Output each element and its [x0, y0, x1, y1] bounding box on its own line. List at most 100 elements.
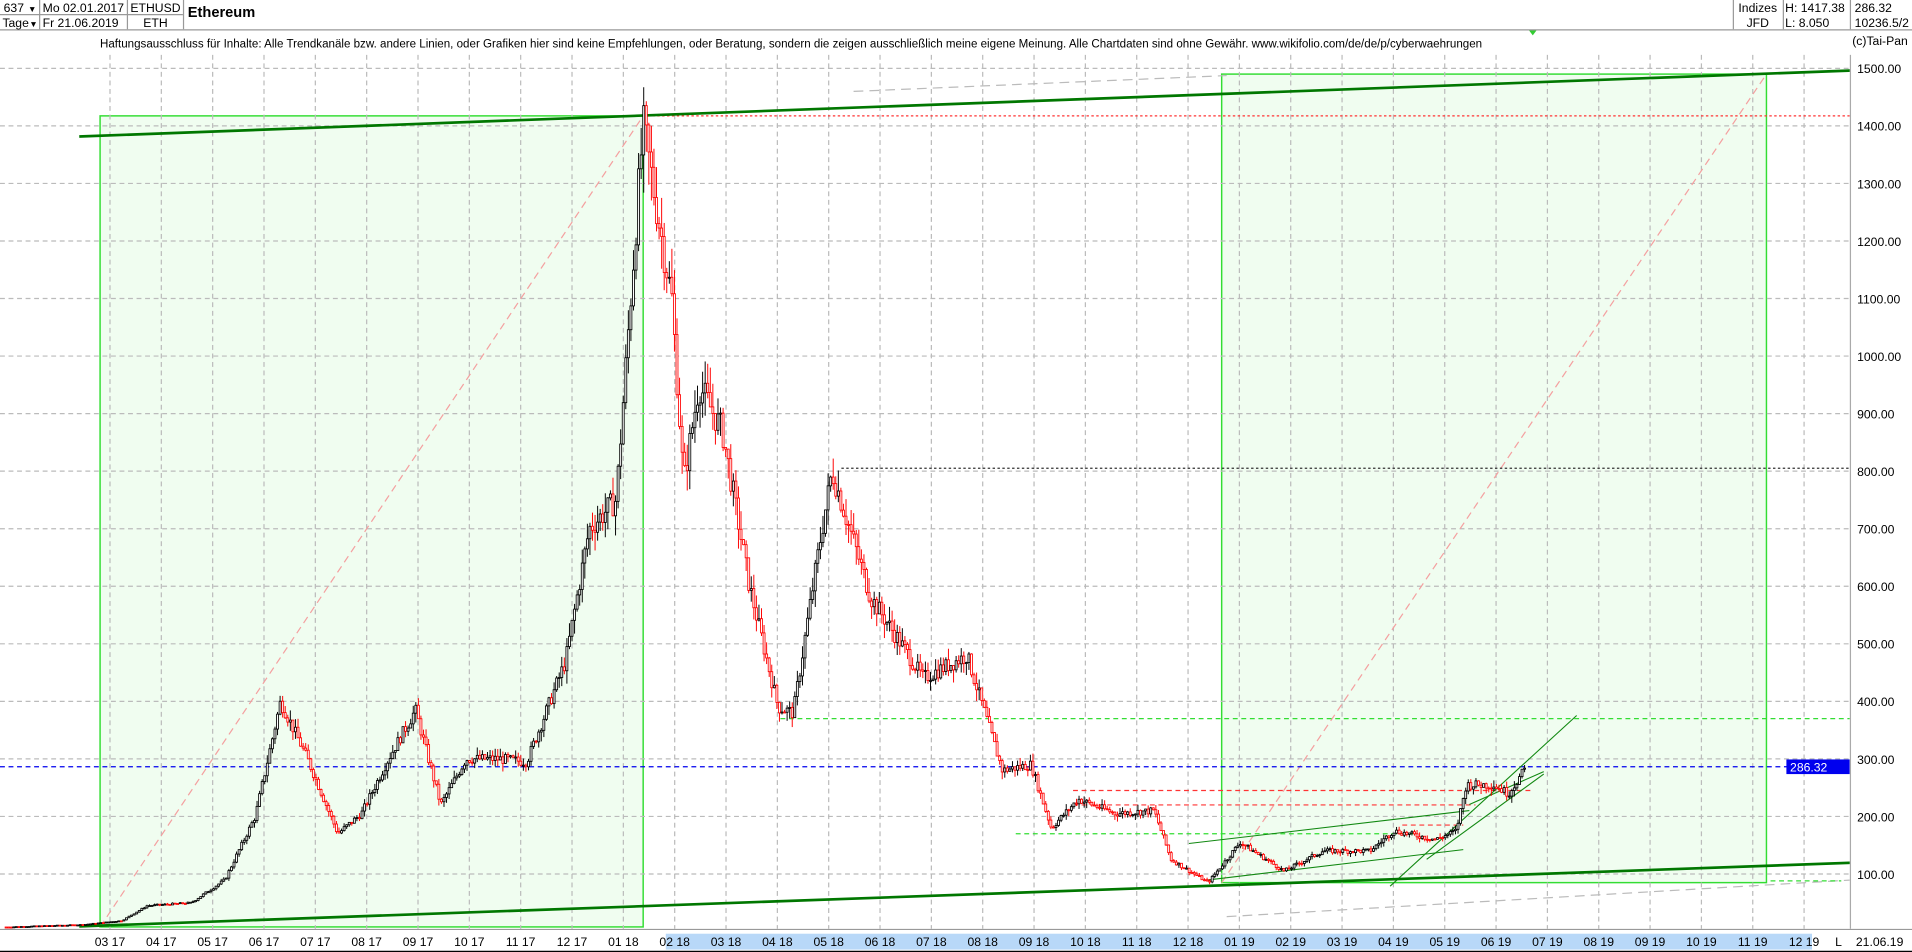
x-tick-label: 10 18	[1070, 935, 1101, 949]
x-tick-label: 11 17	[506, 935, 536, 949]
candle-body	[696, 404, 699, 413]
x-tick-label: 07 17	[300, 935, 331, 949]
candle-body	[862, 561, 866, 570]
candle-body	[414, 704, 418, 714]
x-tick-label: 10 17	[454, 935, 485, 949]
candle-body	[1515, 784, 1519, 789]
candle-body	[4, 926, 8, 929]
candle-body	[480, 754, 484, 760]
x-tick-label: 01 18	[608, 935, 639, 949]
candle-body	[962, 655, 966, 664]
candle-body	[655, 197, 658, 225]
candle-body	[1510, 790, 1514, 797]
candle-body	[388, 758, 392, 764]
bar-count-dropdown[interactable]: 637 ▼	[4, 1, 37, 15]
candle-body	[1333, 849, 1337, 854]
candle-body	[1246, 844, 1250, 847]
candle-body	[949, 665, 953, 672]
candle-body	[117, 920, 121, 923]
candle-body	[378, 779, 382, 782]
x-tick-label: 08 17	[351, 935, 382, 949]
x-tick-label: 04 19	[1378, 935, 1409, 949]
candle-body	[1482, 783, 1486, 788]
candle-body	[957, 660, 961, 665]
candle-body	[918, 661, 922, 671]
candle-body	[217, 883, 221, 887]
symbol: ETHUSD	[130, 1, 180, 15]
candle-body	[130, 914, 133, 917]
candle-body	[35, 925, 39, 928]
candle-body	[258, 793, 262, 807]
candle-body	[1149, 807, 1153, 815]
candle-body	[253, 820, 256, 824]
candle-body	[1069, 806, 1073, 811]
candle-body	[368, 793, 372, 805]
candle-body	[76, 924, 80, 927]
y-tick-label: 1500.00	[1857, 62, 1901, 76]
candle-body	[1407, 832, 1411, 835]
candle-body	[1233, 846, 1237, 851]
candle-body	[137, 910, 141, 913]
y-tick-label: 600.00	[1857, 580, 1895, 594]
candle-body	[1113, 811, 1117, 816]
candle-body	[429, 762, 433, 767]
candle-body	[839, 490, 843, 511]
candle-body	[1218, 868, 1222, 872]
candle-body	[50, 925, 54, 927]
candle-body	[1256, 852, 1260, 855]
candle-body	[626, 329, 630, 359]
candle-body	[637, 168, 640, 246]
candle-body	[1172, 860, 1176, 863]
candle-body	[104, 921, 108, 924]
candle-body	[954, 660, 958, 671]
candle-body	[145, 905, 149, 909]
candle-body	[698, 402, 702, 406]
candle-body	[1287, 867, 1291, 870]
candle-body	[775, 684, 779, 703]
candle-body	[616, 465, 620, 502]
box-diagonal	[1221, 73, 1767, 883]
candle-body	[440, 798, 443, 803]
candle-body	[112, 921, 116, 924]
candle-body	[1203, 879, 1206, 882]
y-tick-label: 100.00	[1857, 868, 1895, 882]
candle-body	[1164, 834, 1168, 846]
candle-body	[68, 924, 72, 927]
candle-body	[1451, 830, 1455, 833]
candle-body	[230, 866, 233, 872]
candle-body	[1397, 829, 1401, 835]
candle-body	[296, 726, 300, 739]
candle-body	[1054, 825, 1058, 828]
candle-body	[250, 822, 254, 828]
candle-body	[547, 697, 551, 707]
candle-body	[1031, 760, 1035, 776]
date-to[interactable]: Fr 21.06.2019	[43, 16, 119, 30]
candle-body	[1185, 867, 1188, 870]
candle-body	[1110, 811, 1114, 814]
x-tick-label: 10 19	[1686, 935, 1717, 949]
candle-body	[9, 926, 13, 929]
candle-body	[990, 721, 994, 733]
date-from[interactable]: Mo 02.01.2017	[43, 1, 125, 15]
plot-area[interactable]: 286.32	[0, 54, 1912, 929]
candle-body	[260, 781, 264, 795]
candle-body	[306, 749, 310, 760]
candle-body	[811, 590, 815, 600]
candle-body	[854, 533, 858, 548]
candle-body	[342, 826, 346, 832]
candle-body	[573, 608, 576, 621]
x-axis-highlight	[665, 933, 1813, 950]
candle-body	[601, 513, 605, 523]
candle-body	[754, 607, 758, 621]
channel-line	[1389, 715, 1578, 887]
candle-body	[1059, 815, 1063, 821]
candle-body	[1466, 782, 1470, 792]
x-tick-label: 06 19	[1481, 935, 1512, 949]
candle-body	[1351, 851, 1355, 854]
candle-body	[936, 669, 940, 679]
candle-body	[798, 675, 802, 682]
candle-body	[391, 751, 395, 759]
candle-body	[1062, 814, 1066, 817]
period-dropdown[interactable]: Tage ▼	[2, 16, 37, 30]
candle-body	[1326, 848, 1329, 852]
